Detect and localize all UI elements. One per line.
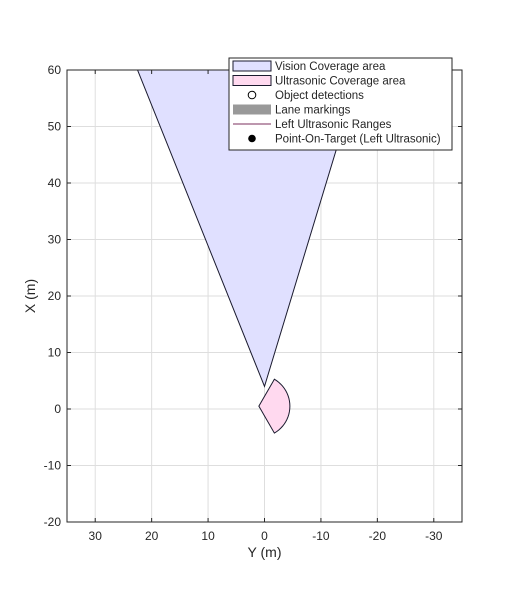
- y-tick-label: 50: [48, 120, 62, 134]
- legend-label: Point-On-Target (Left Ultrasonic): [275, 134, 441, 146]
- legend-label: Object detections: [275, 90, 364, 102]
- y-tick-label: 60: [48, 63, 62, 77]
- x-tick-label: -10: [312, 529, 330, 543]
- y-tick-label: 0: [54, 402, 61, 416]
- y-tick-label: 10: [48, 346, 62, 360]
- y-tick-label: -10: [44, 459, 62, 473]
- y-axis-title: X (m): [22, 279, 38, 313]
- x-tick-label: -20: [369, 529, 387, 543]
- legend-swatch: [233, 104, 271, 115]
- legend-label: Vision Coverage area: [275, 61, 386, 73]
- x-tick-label: 0: [261, 529, 268, 543]
- tick-layer: 30 20 10 0 -10 -20 -30 60 50 40 30 20 10 0 -10 -20: [44, 63, 462, 543]
- legend-marker: [248, 134, 256, 143]
- legend: Vision Coverage area Ultrasonic Coverage …: [228, 57, 453, 151]
- legend-swatch: [232, 75, 272, 86]
- y-tick-label: 20: [48, 289, 62, 303]
- legend-swatch: [232, 60, 272, 72]
- legend-label: Ultrasonic Coverage area: [275, 76, 406, 88]
- x-tick-label: -30: [425, 529, 443, 543]
- y-tick-label: 40: [48, 176, 62, 190]
- legend-label: Lane markings: [275, 105, 351, 117]
- y-tick-label: -20: [44, 515, 62, 529]
- y-tick-label: 30: [48, 233, 62, 247]
- x-tick-label: 30: [89, 529, 103, 543]
- ultrasonic-coverage-area: [258, 378, 291, 434]
- legend-marker: [247, 90, 257, 100]
- legend-box: [228, 57, 453, 151]
- x-tick-label: 10: [201, 529, 215, 543]
- legend-label: Left Ultrasonic Ranges: [275, 119, 392, 131]
- x-axis-title: Y (m): [248, 544, 282, 560]
- x-tick-label: 20: [145, 529, 159, 543]
